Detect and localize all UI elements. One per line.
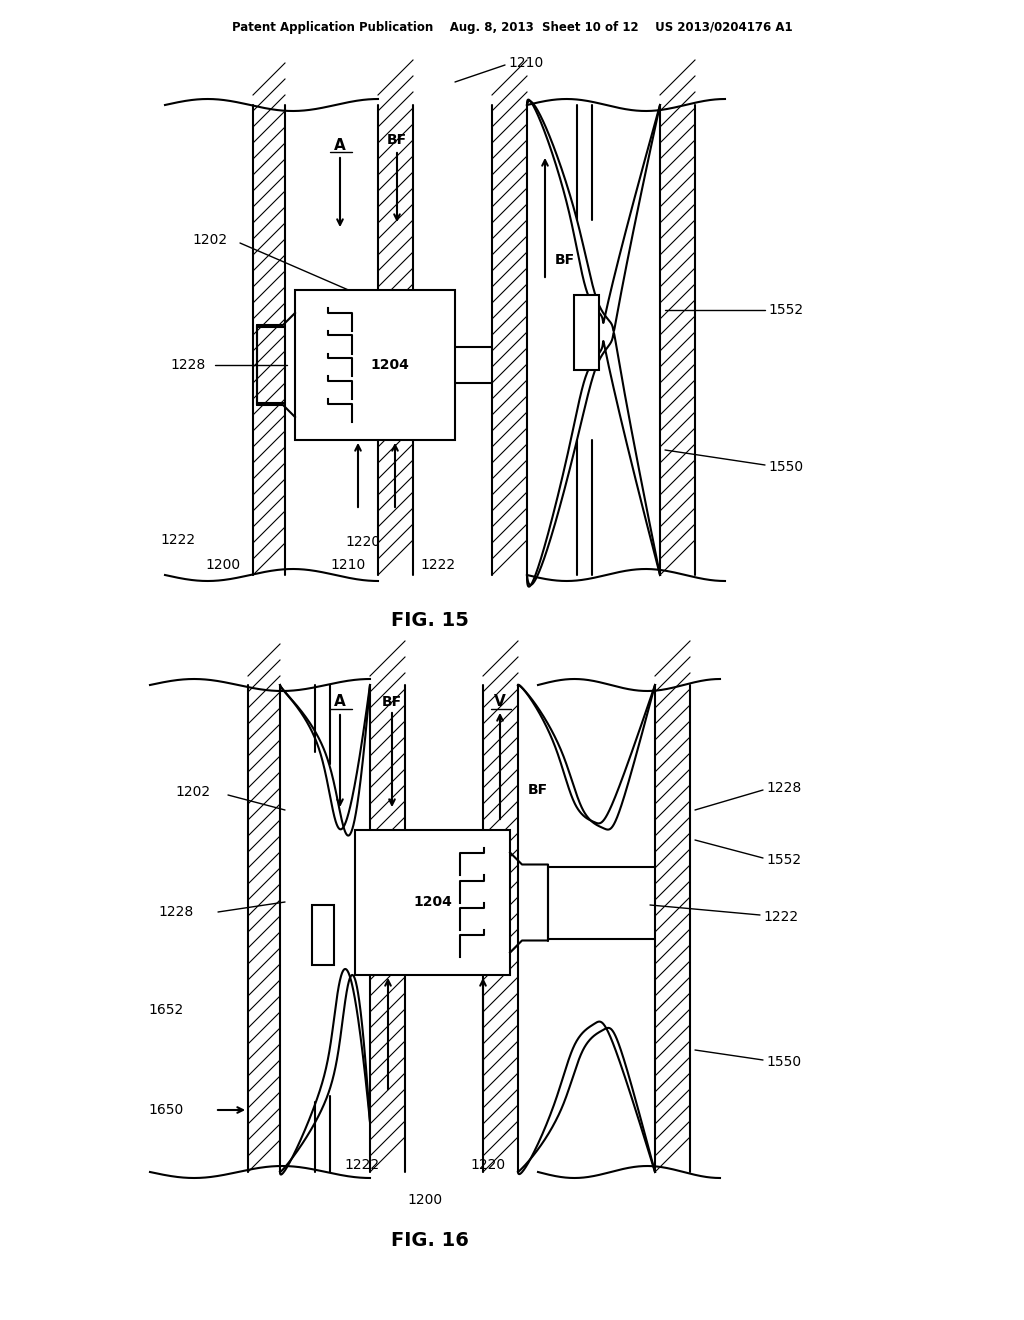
Text: 1550: 1550 — [766, 1055, 801, 1069]
Text: 1202: 1202 — [175, 785, 210, 799]
Text: 1204: 1204 — [371, 358, 410, 372]
Text: 1204: 1204 — [413, 895, 452, 909]
Bar — [574, 294, 599, 370]
Text: A: A — [334, 137, 346, 153]
Text: Patent Application Publication    Aug. 8, 2013  Sheet 10 of 12    US 2013/020417: Patent Application Publication Aug. 8, 2… — [231, 21, 793, 33]
Bar — [312, 906, 334, 965]
Text: 1222: 1222 — [160, 533, 196, 546]
Text: 1220: 1220 — [345, 535, 380, 549]
Text: BF: BF — [528, 783, 548, 797]
Text: 1650: 1650 — [148, 1104, 183, 1117]
Text: 1552: 1552 — [766, 853, 801, 867]
Text: 1210: 1210 — [508, 55, 544, 70]
Text: BF: BF — [387, 133, 408, 147]
Bar — [355, 830, 510, 975]
Text: 1200: 1200 — [205, 558, 240, 572]
Text: 1222: 1222 — [763, 909, 798, 924]
Text: V: V — [495, 694, 506, 710]
Text: 1202: 1202 — [193, 234, 227, 247]
Text: 1210: 1210 — [331, 558, 366, 572]
Text: A: A — [334, 694, 346, 710]
Text: FIG. 15: FIG. 15 — [391, 610, 469, 630]
Text: 1200: 1200 — [408, 1193, 442, 1206]
Text: 1222: 1222 — [344, 1158, 380, 1172]
Text: 1228: 1228 — [766, 781, 801, 795]
Text: 1228: 1228 — [170, 358, 205, 372]
Text: 1228: 1228 — [158, 906, 194, 919]
Text: 1222: 1222 — [421, 558, 456, 572]
Text: 1220: 1220 — [470, 1158, 506, 1172]
Text: FIG. 16: FIG. 16 — [391, 1230, 469, 1250]
Text: BF: BF — [382, 696, 402, 709]
Bar — [295, 290, 455, 440]
Text: 1652: 1652 — [148, 1003, 183, 1016]
Text: 1552: 1552 — [768, 304, 803, 317]
Text: 1550: 1550 — [768, 459, 803, 474]
Text: BF: BF — [555, 253, 575, 267]
